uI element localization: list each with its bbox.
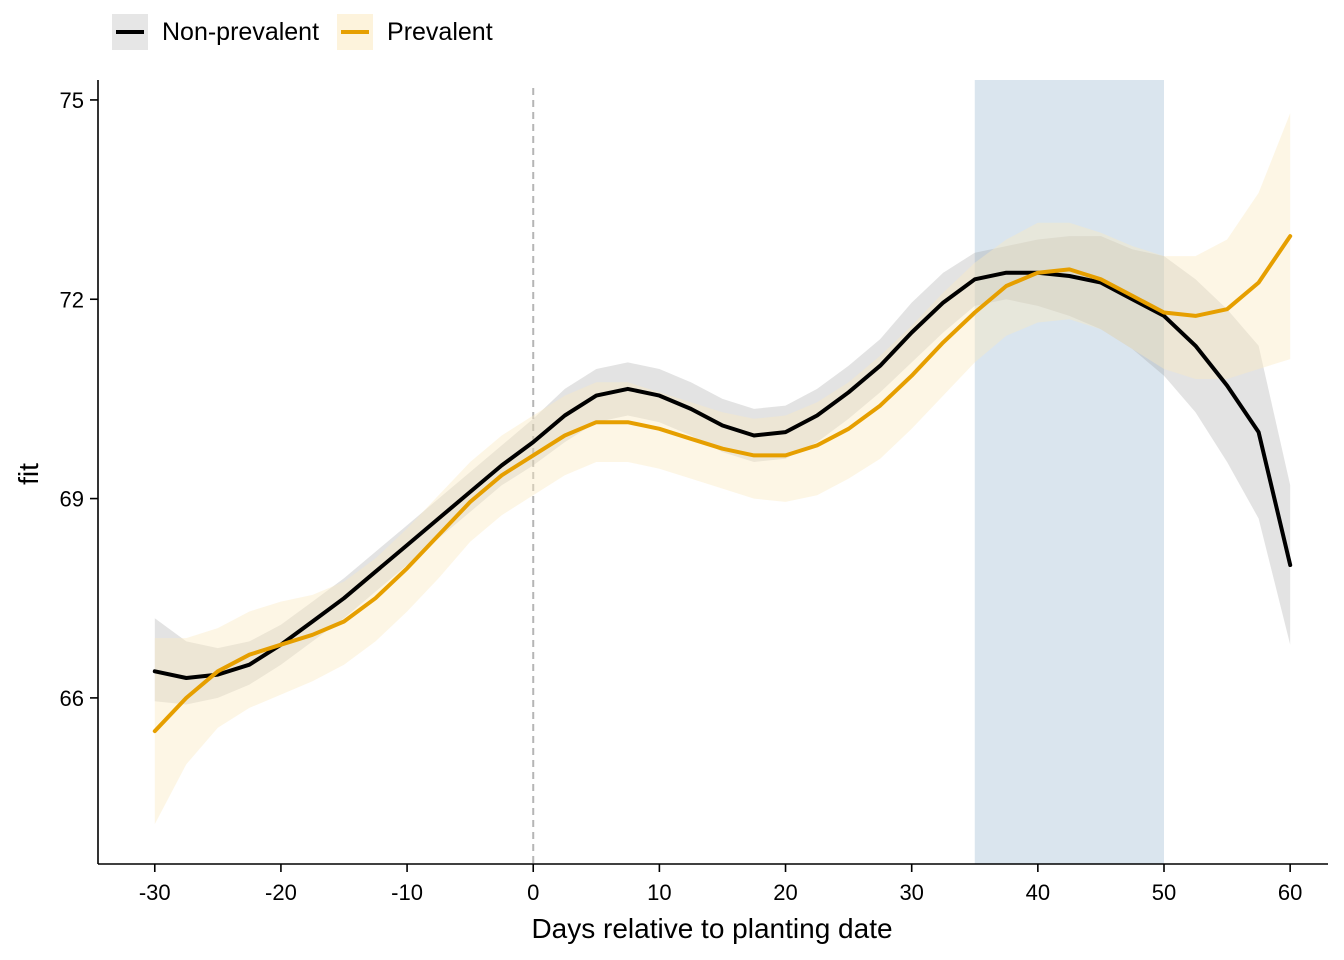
x-tick-label: 0 xyxy=(527,880,539,905)
y-tick-label: 66 xyxy=(60,686,84,711)
band-non-prevalent xyxy=(154,236,1291,705)
legend-key-prevalent xyxy=(337,14,374,50)
x-tick-label: 40 xyxy=(1026,880,1050,905)
x-tick-label: 60 xyxy=(1278,880,1302,905)
legend-item-non-prevalent: Non-prevalent xyxy=(112,14,319,50)
legend-label-non-prevalent: Non-prevalent xyxy=(162,17,320,46)
x-axis-title: Days relative to planting date xyxy=(531,913,892,944)
line-non-prevalent xyxy=(152,270,1293,680)
y-axis-title: fit xyxy=(13,463,44,485)
x-tick-label: -20 xyxy=(265,880,297,905)
x-tick-label: 10 xyxy=(647,880,671,905)
x-tick-label: -10 xyxy=(391,880,423,905)
legend-key-non-prevalent xyxy=(112,14,148,50)
x-tick-label: -30 xyxy=(139,880,171,905)
x-tick-label: 20 xyxy=(773,880,797,905)
line-prevalent xyxy=(152,234,1293,734)
x-tick-label: 30 xyxy=(899,880,923,905)
legend: Non-prevalent Prevalent xyxy=(112,14,493,50)
legend-item-prevalent: Prevalent xyxy=(337,14,493,50)
band-prevalent xyxy=(154,113,1291,825)
y-tick-label: 72 xyxy=(60,287,84,312)
highlight-region xyxy=(974,80,1164,864)
legend-label-prevalent: Prevalent xyxy=(387,17,493,46)
y-tick-label: 75 xyxy=(60,88,84,113)
y-tick-label: 69 xyxy=(60,487,84,512)
x-tick-label: 50 xyxy=(1152,880,1176,905)
